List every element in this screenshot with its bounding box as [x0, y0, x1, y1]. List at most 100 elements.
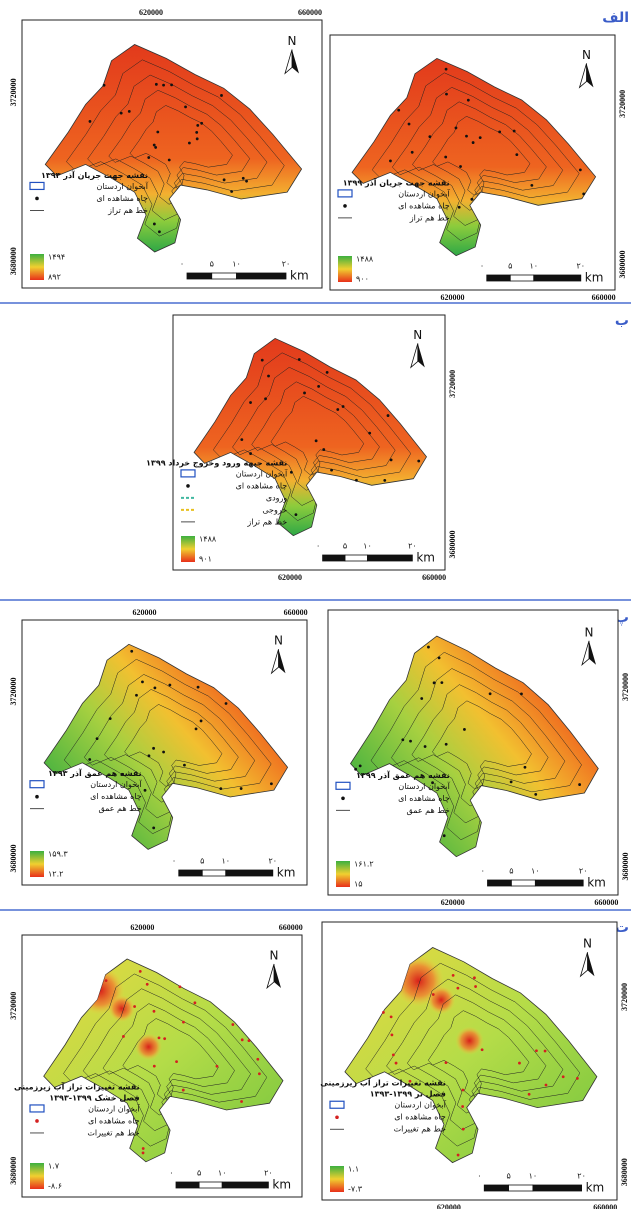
legend-item: آبخوان اردستان: [90, 779, 142, 789]
well: [470, 198, 473, 201]
well: [96, 737, 99, 740]
well: [479, 136, 482, 139]
well: [432, 993, 435, 996]
well: [359, 764, 362, 767]
well: [395, 1062, 398, 1065]
well: [463, 728, 466, 731]
scale-bar: [509, 1185, 533, 1191]
scale-label: ۰: [169, 1169, 173, 1178]
scale-bar: [511, 880, 535, 886]
well: [162, 84, 165, 87]
ramp-min: ۱۵: [354, 880, 363, 889]
well: [481, 1048, 484, 1051]
well: [194, 1001, 197, 1004]
legend-symbol: [35, 197, 39, 201]
well: [153, 1010, 156, 1013]
well: [248, 1039, 251, 1042]
well: [144, 789, 147, 792]
scale-bar: [226, 870, 273, 876]
well: [383, 479, 386, 482]
north-label: N: [274, 634, 283, 648]
well: [183, 764, 186, 767]
well: [445, 743, 448, 746]
well: [156, 131, 159, 134]
scale-label: ۰: [172, 857, 176, 866]
legend-item: خط هم تراز: [107, 206, 148, 215]
panel-label: ب: [615, 313, 629, 329]
scale-label: ۲۰: [282, 260, 291, 269]
color-ramp: [330, 1166, 344, 1192]
well: [197, 686, 200, 689]
well: [158, 230, 161, 233]
north-label: N: [585, 625, 594, 639]
scale-bar: [222, 1182, 268, 1188]
scale-label: ۲۰: [579, 867, 588, 876]
well: [472, 141, 475, 144]
well: [200, 720, 203, 723]
well: [387, 414, 390, 417]
x-coordinate: 660000: [298, 8, 322, 17]
x-coordinate: 660000: [593, 1203, 617, 1209]
scale-bar: [237, 273, 287, 279]
well: [89, 120, 92, 123]
well: [241, 1038, 244, 1041]
well: [582, 192, 585, 195]
legend-item: ورودی: [266, 493, 288, 502]
scale-bar: [345, 555, 367, 561]
ramp-max: ۱۴۸۸: [199, 535, 217, 544]
x-coordinate: 620000: [441, 293, 465, 302]
well: [452, 974, 455, 977]
well: [535, 1049, 538, 1052]
well: [88, 758, 91, 761]
well: [256, 1058, 259, 1061]
well: [392, 1054, 395, 1057]
map: Nنقشه تغییرات تراز آب زیرزمینیفصل تر ۱۳۹…: [320, 922, 629, 1209]
well: [267, 375, 270, 378]
well: [462, 1128, 465, 1131]
well: [408, 123, 411, 126]
well: [195, 131, 198, 134]
well: [445, 68, 448, 71]
well: [390, 459, 393, 462]
scale-label: ۰: [477, 1172, 481, 1181]
well: [153, 1065, 156, 1068]
ramp-max: ۱.۷: [48, 1162, 60, 1171]
well: [249, 401, 252, 404]
scale-unit: km: [290, 269, 309, 283]
well: [147, 156, 150, 159]
well: [330, 469, 333, 472]
well: [457, 1154, 460, 1157]
well: [473, 976, 476, 979]
well: [170, 84, 173, 87]
y-coordinate: 3680000: [448, 531, 457, 559]
legend-item: آبخوان اردستان: [394, 1100, 446, 1110]
scale-label: ۵: [508, 262, 512, 271]
well: [545, 1084, 548, 1087]
well: [445, 93, 448, 96]
ramp-min: ۹۰۰: [356, 275, 369, 284]
well: [153, 686, 156, 689]
y-coordinate: 3680000: [621, 853, 630, 881]
scale-label: ۰: [481, 867, 485, 876]
well: [355, 479, 358, 482]
well: [390, 1015, 393, 1018]
well: [188, 142, 191, 145]
y-coordinate: 3720000: [618, 90, 627, 118]
x-coordinate: 620000: [437, 1203, 461, 1209]
well: [154, 146, 157, 149]
well: [397, 109, 400, 112]
well: [142, 1147, 145, 1150]
y-coordinate: 3720000: [9, 78, 18, 106]
scale-bar: [484, 1185, 508, 1191]
legend-symbol: [35, 795, 39, 799]
legend-title: نقشه تغییرات تراز آب زیرزمینی: [320, 1078, 446, 1088]
well: [474, 985, 477, 988]
scale-unit: km: [585, 271, 604, 285]
legend-item: چاه مشاهده ای: [398, 794, 450, 803]
well: [456, 987, 459, 990]
x-coordinate: 660000: [592, 293, 616, 302]
well: [420, 697, 423, 700]
well: [122, 1035, 125, 1038]
legend-title: نقشه جهت جریان آذر ۱۳۹۳: [41, 170, 148, 180]
